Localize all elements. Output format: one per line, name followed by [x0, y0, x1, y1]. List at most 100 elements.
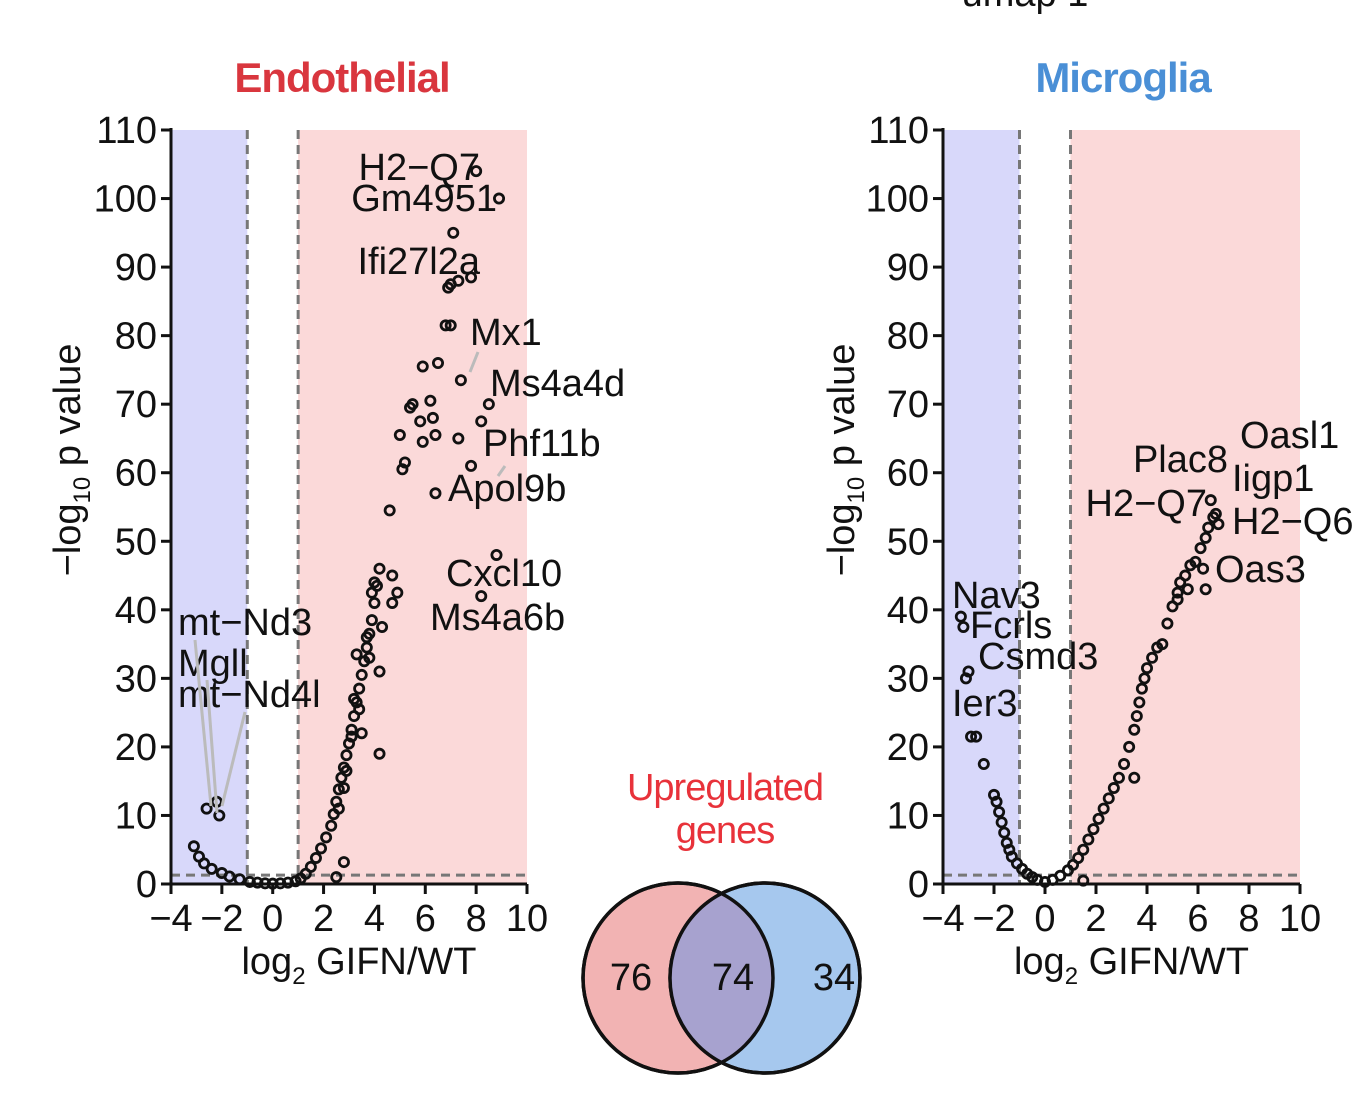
- downregulated-region: [171, 130, 248, 884]
- upregulated-region: [1070, 130, 1300, 884]
- y-tick-label: 30: [887, 658, 929, 700]
- data-point: [1171, 593, 1184, 606]
- x-tick-label: 0: [1034, 898, 1055, 940]
- data-point: [345, 723, 358, 736]
- gene-label: Plac8: [1133, 439, 1228, 481]
- x-tick-label: 6: [415, 898, 436, 940]
- data-point: [205, 862, 218, 875]
- data-point: [330, 871, 343, 884]
- data-point: [977, 758, 990, 771]
- x-axis-label: log2 GIFN/WT: [1014, 941, 1249, 990]
- y-tick-label: 10: [887, 795, 929, 837]
- data-point: [274, 877, 287, 890]
- data-point: [1107, 782, 1120, 795]
- x-tick-label: 2: [1085, 898, 1106, 940]
- data-point: [954, 610, 967, 623]
- data-point: [965, 730, 978, 743]
- data-point: [187, 840, 200, 853]
- venn-endothelial-only-count: 76: [610, 957, 652, 999]
- y-tick-label: 50: [115, 521, 157, 563]
- venn-microglia-outline: [668, 881, 862, 1075]
- data-point: [200, 802, 213, 815]
- leader-line: [205, 679, 219, 814]
- data-point: [373, 747, 386, 760]
- data-point: [345, 730, 358, 743]
- gene-label: mt−Nd3: [178, 602, 312, 644]
- y-tick-label: 10: [115, 795, 157, 837]
- data-point: [337, 856, 350, 869]
- data-point: [243, 875, 256, 888]
- venn-endothelial-outline: [581, 881, 775, 1075]
- data-point: [1171, 586, 1184, 599]
- data-point: [353, 703, 366, 716]
- y-tick-label: 90: [115, 247, 157, 289]
- gene-label: Oasl1: [1240, 415, 1339, 457]
- data-point: [439, 319, 452, 332]
- umap-top-label: umap 1: [962, 0, 1089, 15]
- data-point: [353, 682, 366, 695]
- y-tick-label: 80: [887, 316, 929, 358]
- venn-diagram: Upregulated genes 76 74 34: [581, 767, 862, 1075]
- data-point: [350, 648, 363, 661]
- data-point: [493, 192, 506, 205]
- y-tick-label: 80: [115, 316, 157, 358]
- data-point: [315, 842, 328, 855]
- gene-label: Ifi27l2a: [357, 241, 480, 283]
- gene-label: Oas3: [1215, 549, 1306, 591]
- data-point: [360, 631, 373, 644]
- gene-label: Mx1: [470, 312, 542, 354]
- data-point: [391, 586, 404, 599]
- gene-label: H2−Q7: [1086, 483, 1207, 525]
- data-point: [332, 802, 345, 815]
- data-point: [1118, 758, 1131, 771]
- y-tick-label: 60: [115, 453, 157, 495]
- data-point: [465, 459, 478, 472]
- y-axis-label: −log10 p value: [821, 344, 870, 577]
- data-point: [454, 374, 467, 387]
- data-point: [376, 620, 389, 633]
- data-point: [355, 727, 368, 740]
- data-point: [1082, 833, 1095, 846]
- data-point: [1097, 802, 1110, 815]
- data-point: [1202, 521, 1215, 534]
- data-point: [1102, 792, 1115, 805]
- gene-label: Iigp1: [1232, 458, 1314, 500]
- data-point: [444, 319, 457, 332]
- upregulated-region: [298, 130, 527, 884]
- y-tick-label: 60: [887, 453, 929, 495]
- data-point: [959, 672, 972, 685]
- data-point: [465, 271, 478, 284]
- data-point: [490, 548, 503, 561]
- data-point: [1197, 562, 1210, 575]
- y-tick-label: 110: [868, 110, 929, 152]
- x-tick-label: −4: [921, 898, 964, 940]
- y-tick-label: 30: [115, 658, 157, 700]
- gene-label: H2−Q6: [1232, 501, 1353, 543]
- data-point: [482, 398, 495, 411]
- gene-label: Phf11b: [483, 423, 601, 465]
- data-point: [1156, 638, 1169, 651]
- data-point: [429, 487, 442, 500]
- data-point: [1204, 494, 1217, 507]
- data-point: [386, 596, 399, 609]
- data-point: [363, 651, 376, 664]
- data-point: [325, 819, 338, 832]
- gene-label: Apol9b: [448, 468, 566, 510]
- data-point: [426, 411, 439, 424]
- y-tick-label: 20: [115, 727, 157, 769]
- x-tick-label: −4: [149, 898, 192, 940]
- data-point: [355, 668, 368, 681]
- y-tick-label: 0: [136, 864, 157, 906]
- gene-label: Nav3: [952, 575, 1041, 617]
- x-tick-label: 4: [1136, 898, 1157, 940]
- venn-title-line2: genes: [676, 810, 775, 852]
- data-point: [1128, 723, 1141, 736]
- data-point: [320, 831, 333, 844]
- data-point: [365, 586, 378, 599]
- x-tick-label: 10: [1279, 898, 1321, 940]
- venn-overlap-region: [670, 893, 774, 1063]
- data-point: [1072, 851, 1085, 864]
- data-point: [424, 394, 437, 407]
